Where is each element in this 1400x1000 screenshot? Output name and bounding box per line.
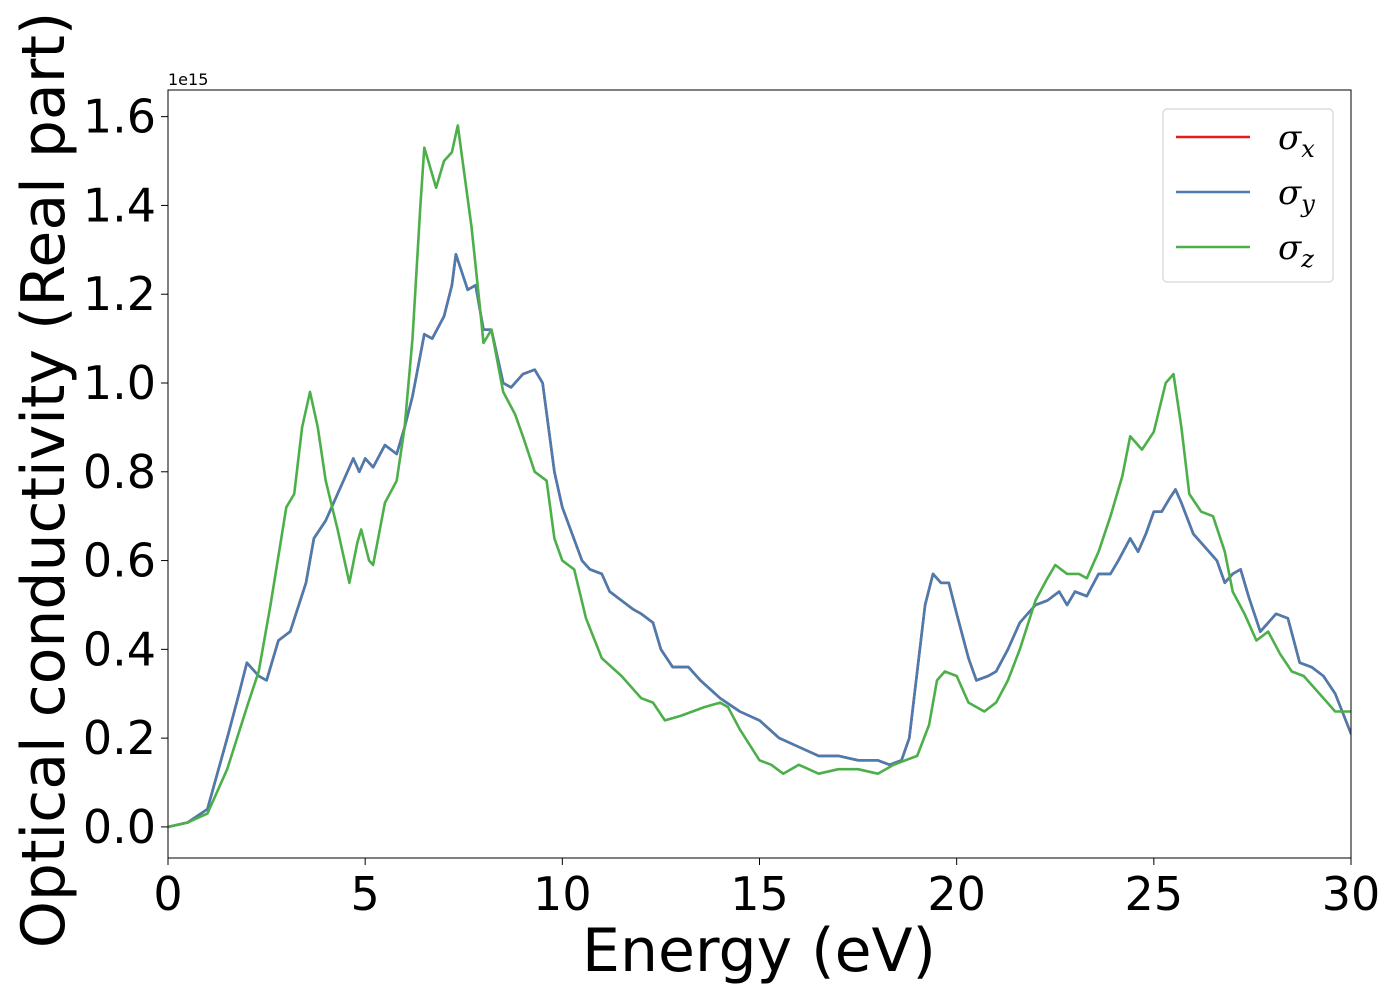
y-tick-label: 0.4 xyxy=(83,622,156,676)
legend-box xyxy=(1162,108,1334,283)
y-axis-ticks: 0.0 0.2 0.4 0.6 0.8 1.0 1.2 1.4 1.6 xyxy=(83,90,168,854)
y-tick-label: 1.4 xyxy=(83,178,156,232)
series-line-y xyxy=(168,253,1351,829)
y-tick-label: 1.0 xyxy=(83,356,156,410)
x-tick-label: 20 xyxy=(927,867,986,921)
y-tick-label: 0.2 xyxy=(83,711,156,765)
y-tick-label: 0.0 xyxy=(83,800,156,854)
x-tick-label: 15 xyxy=(730,867,789,921)
x-axis-ticks: 0 5 10 15 20 25 30 xyxy=(153,858,1380,921)
y-axis-label: Optical conductivity (Real part) xyxy=(9,12,79,949)
series-layer xyxy=(168,124,1351,829)
x-axis-label: Energy (eV) xyxy=(582,916,936,986)
y-tick-label: 1.2 xyxy=(83,267,156,321)
series-line-z xyxy=(168,124,1351,829)
y-tick-label: 0.6 xyxy=(83,534,156,588)
series-line-x xyxy=(168,253,1351,829)
x-tick-label: 5 xyxy=(351,867,380,921)
y-offset-label: 1e15 xyxy=(168,70,208,89)
y-tick-label: 1.6 xyxy=(83,90,156,144)
x-tick-label: 0 xyxy=(153,867,182,921)
x-tick-label: 25 xyxy=(1125,867,1184,921)
x-tick-label: 30 xyxy=(1322,867,1381,921)
y-tick-label: 0.8 xyxy=(83,445,156,499)
x-tick-label: 10 xyxy=(533,867,592,921)
